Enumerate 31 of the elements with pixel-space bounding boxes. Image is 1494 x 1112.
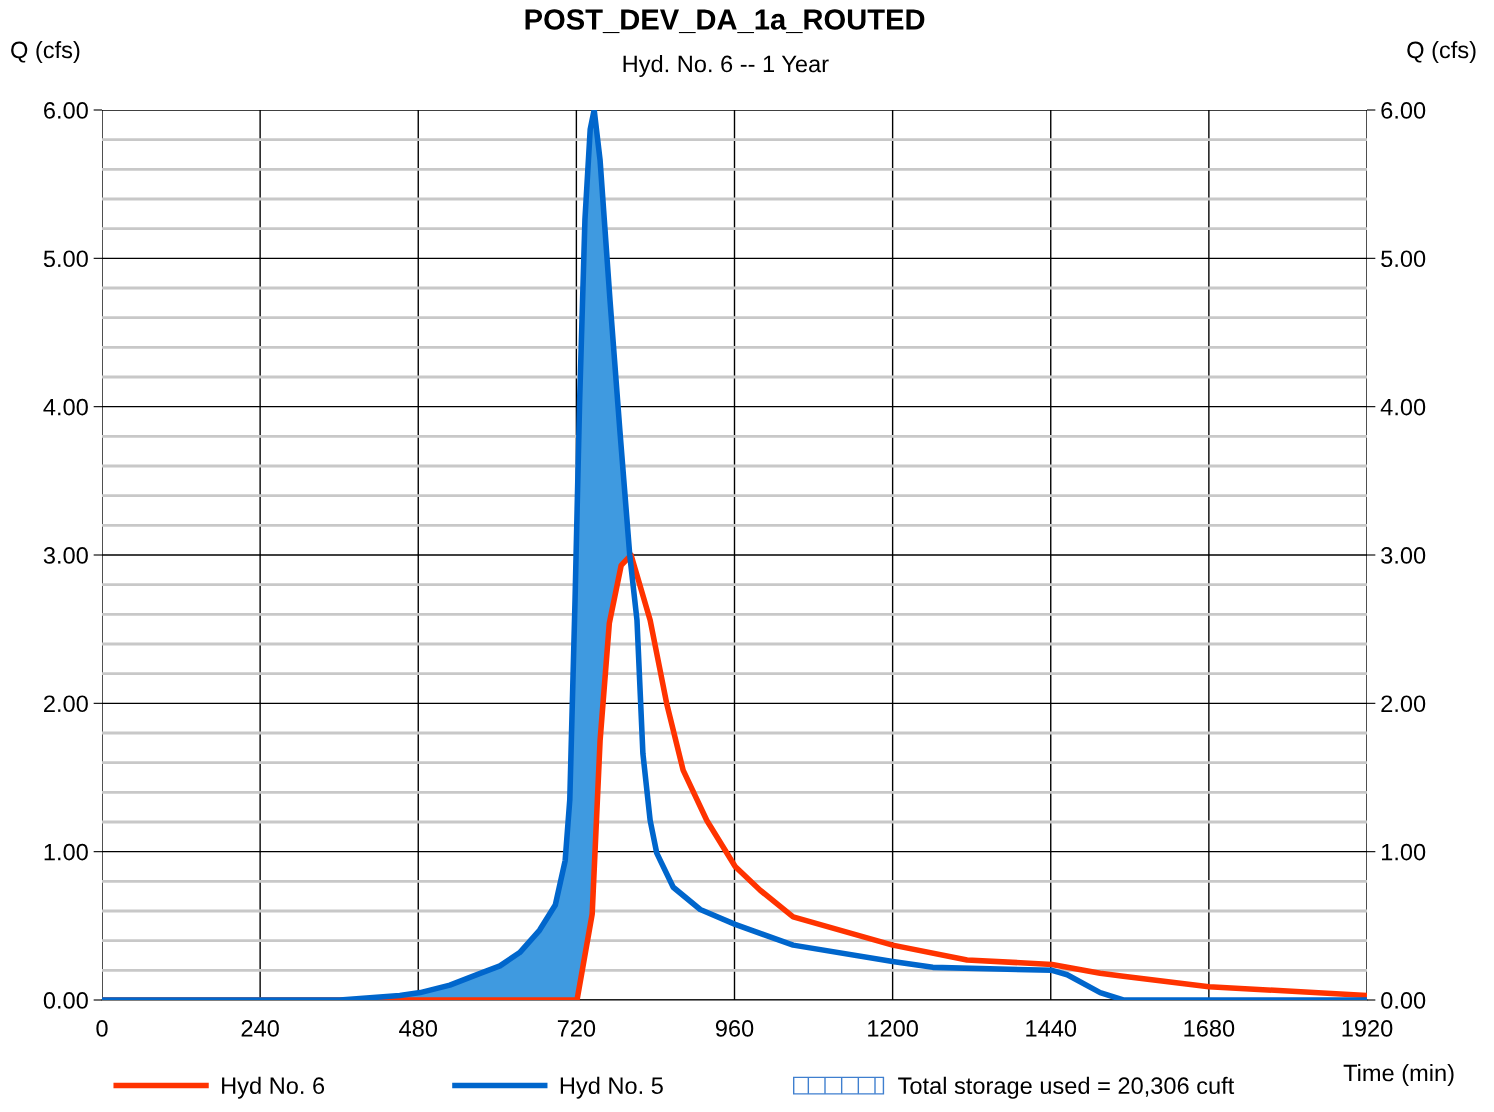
y2-tick-label: 3.00 <box>1381 547 1426 564</box>
x-tick-label: 1920 <box>1342 1020 1393 1037</box>
y-tick-label: 5.00 <box>43 250 88 268</box>
y-tick-label: 3.00 <box>43 547 88 564</box>
x-tick-label: 1680 <box>1184 1020 1235 1037</box>
y-tick-label: 4.00 <box>43 398 88 416</box>
y2-tick-label: 4.00 <box>1380 398 1426 416</box>
x-tick-label: 720 <box>557 1020 596 1037</box>
x-tick-label: 960 <box>715 1020 754 1037</box>
y2-tick-label: 5.00 <box>1381 250 1426 268</box>
chart-subtitle: Hyd. No. 6 -- 1 Year <box>623 55 829 78</box>
y2-axis-title: Q (cfs) <box>1407 41 1476 63</box>
text: Total storage used = 20,306 cuft <box>898 1076 1235 1099</box>
x-tick-label: 240 <box>241 1020 279 1037</box>
y-axis-title: Q (cfs) <box>11 41 80 63</box>
y-tick-label: 1.00 <box>44 843 88 861</box>
chart-title: POST_DEV_DA_1a_ROUTED <box>525 9 925 34</box>
x-tick-label: 480 <box>399 1020 438 1037</box>
y2-tick-label: 1.00 <box>1381 843 1426 861</box>
legend-label: Hyd No. 5 <box>560 1076 663 1099</box>
y2-tick-label: 0.00 <box>1381 992 1426 1009</box>
y2-tick-label: 6.00 <box>1381 102 1426 119</box>
x-tick-label: 0 <box>96 1020 108 1037</box>
legend-label: Hyd No. 6 <box>222 1076 325 1099</box>
y-tick-label: 2.00 <box>44 695 88 713</box>
x-tick-label: 1200 <box>868 1020 918 1037</box>
y-tick-label: 0.00 <box>43 992 88 1009</box>
x-tick-label: 1440 <box>1026 1020 1077 1037</box>
y-tick-label: 6.00 <box>44 102 88 119</box>
y2-tick-label: 2.00 <box>1381 695 1426 713</box>
x-axis-title: Time (min) <box>1343 1063 1454 1086</box>
